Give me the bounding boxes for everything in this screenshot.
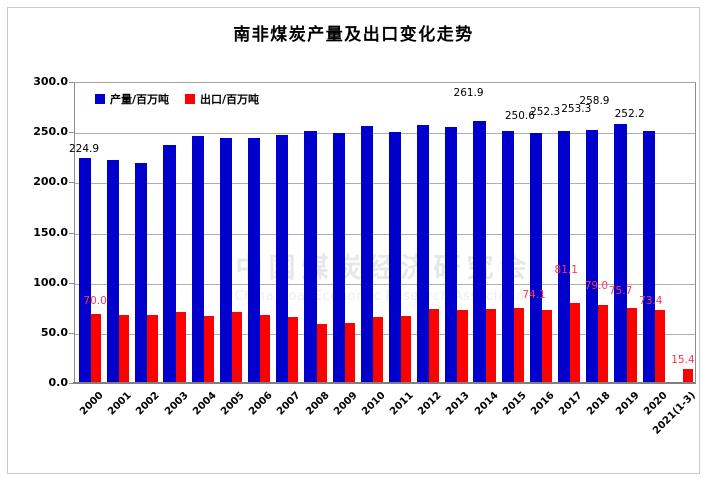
bar-export-2004	[203, 315, 214, 384]
bar-export-2020	[654, 310, 665, 384]
bar-production-2020	[642, 130, 655, 384]
y-tick-mark	[69, 282, 74, 284]
data-label-production-2014: 261.9	[453, 87, 484, 100]
bar-production-2005	[219, 137, 232, 384]
bar-export-2007	[288, 317, 299, 384]
y-tick-mark	[69, 232, 74, 234]
bar-export-2009	[344, 323, 355, 384]
bar-production-2009	[332, 132, 345, 384]
legend-label: 出口/百万吨	[200, 93, 260, 106]
y-tick-mark	[69, 383, 74, 384]
bar-production-2001	[107, 159, 120, 384]
y-tick-label-200.0: 200.0	[33, 175, 68, 189]
bar-export-2002	[147, 314, 158, 384]
data-label-export-2021(1-3): 15.4	[671, 353, 695, 366]
data-label-production-2017: 252.3	[530, 105, 561, 118]
bar-production-2012	[417, 124, 430, 384]
bar-production-2011	[388, 131, 402, 384]
data-label-export-2017: 81.1	[554, 263, 578, 276]
bar-production-2018	[586, 129, 599, 384]
bar-export-2015	[513, 308, 524, 384]
bar-export-2012	[429, 309, 440, 384]
bar-export-2008	[316, 323, 327, 384]
bar-export-2019	[626, 308, 637, 384]
data-label-production-2018: 253.3	[561, 102, 592, 115]
bar-production-2002	[135, 163, 148, 384]
legend: 产量/百万吨 出口/百万吨	[95, 91, 259, 107]
export-swatch-icon	[185, 94, 196, 104]
y-tick-mark	[69, 182, 74, 184]
bar-export-2016	[541, 309, 553, 384]
bar-export-2005	[231, 312, 243, 384]
data-label-production-2000: 224.9	[68, 143, 100, 156]
y-tick-label-300.0: 300.0	[33, 75, 68, 88]
bar-export-2013	[457, 309, 468, 384]
data-label-production-2016: 250.6	[504, 109, 535, 122]
bar-export-2010	[372, 316, 384, 384]
bar-production-2004	[191, 136, 204, 384]
bar-export-2006	[260, 314, 271, 384]
bar-production-2014	[473, 121, 486, 384]
x-axis-line	[73, 382, 695, 384]
bar-export-2011	[401, 315, 412, 384]
bar-production-2000	[78, 158, 92, 384]
production-swatch-icon	[95, 94, 105, 104]
data-label-export-2019: 75.7	[608, 285, 633, 298]
bar-production-2006	[248, 138, 261, 384]
data-label-export-2020: 73.4	[639, 295, 663, 308]
bar-export-2018	[598, 304, 609, 384]
legend-item-production: 产量/百万吨	[95, 91, 169, 107]
y-tick-mark	[69, 332, 74, 334]
bar-production-2008	[304, 130, 317, 384]
data-label-export-2018: 79.0	[584, 279, 609, 292]
gridline-250	[75, 133, 695, 135]
bar-production-2003	[163, 145, 176, 384]
y-tick-label-100.0: 100.0	[33, 275, 68, 289]
plot-area: 产量/百万吨 出口/百万吨	[74, 82, 696, 384]
data-label-export-2016: 74.1	[522, 288, 546, 301]
gridline-50	[75, 333, 695, 335]
y-tick-mark	[69, 132, 74, 134]
data-label-production-2019: 258.9	[579, 95, 610, 108]
bar-export-2017	[570, 302, 581, 384]
y-tick-label-50.0: 50.0	[40, 325, 68, 339]
gridline-200	[75, 183, 695, 185]
legend-item-export: 出口/百万吨	[185, 91, 259, 107]
data-label-production-2020: 252.2	[614, 107, 645, 120]
bar-production-2016	[529, 132, 542, 384]
bar-export-2003	[175, 312, 186, 384]
bar-export-2001	[119, 314, 130, 384]
bar-export-2014	[485, 309, 496, 384]
chart-title: 南非煤炭产量及出口变化走势	[233, 25, 474, 45]
legend-label: 产量/百万吨	[110, 93, 170, 106]
y-tick-label-0.0: 0.0	[48, 376, 69, 389]
bar-production-2019	[614, 124, 627, 384]
chart-outer-border	[7, 7, 700, 474]
y-tick-mark	[69, 82, 74, 83]
y-tick-label-150.0: 150.0	[33, 225, 68, 239]
data-label-export-2000: 70.0	[83, 294, 107, 307]
gridline-150	[75, 233, 695, 235]
bar-export-2021(1-3)	[682, 368, 694, 384]
bar-production-2007	[276, 135, 289, 384]
bar-export-2000	[91, 313, 102, 384]
gridline-100	[75, 283, 695, 285]
bar-production-2010	[360, 125, 373, 384]
bar-production-2013	[445, 126, 458, 384]
bar-production-2017	[558, 130, 571, 384]
y-tick-label-250.0: 250.0	[33, 125, 68, 139]
bar-production-2015	[501, 131, 514, 384]
